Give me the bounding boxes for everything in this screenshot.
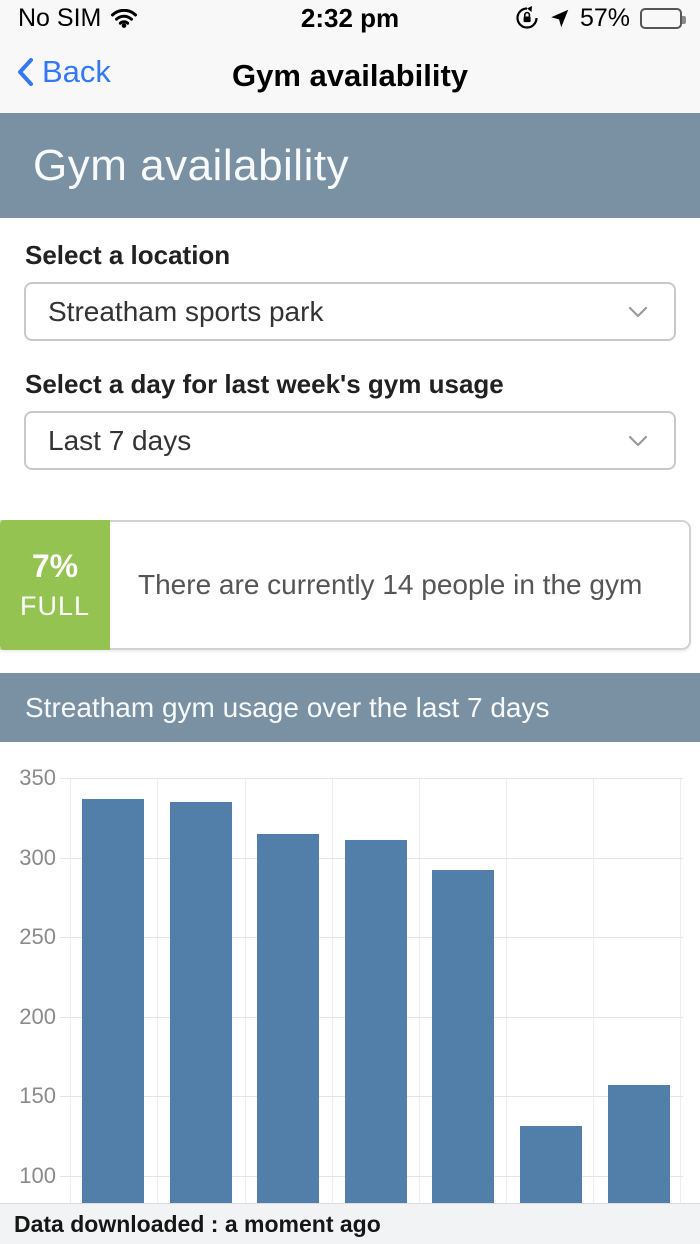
gridline-vertical xyxy=(593,778,594,1203)
y-axis-tick-label: 200 xyxy=(19,1003,56,1029)
bar xyxy=(344,840,407,1203)
gridline-vertical xyxy=(419,778,420,1203)
y-axis-tick-label: 100 xyxy=(19,1162,56,1188)
battery-icon xyxy=(640,7,686,29)
chevron-down-icon xyxy=(628,306,648,318)
location-select[interactable]: Streatham sports park xyxy=(24,282,676,341)
battery-percent-label: 57% xyxy=(579,3,630,32)
chevron-down-icon xyxy=(628,435,648,447)
chart-section-header: Streatham gym usage over the last 7 days xyxy=(0,673,700,742)
page-banner: Gym availability xyxy=(0,113,700,218)
day-select[interactable]: Last 7 days xyxy=(24,411,676,470)
occupancy-percent: 7% xyxy=(31,548,79,584)
occupancy-card: 7% FULL There are currently 14 people in… xyxy=(0,520,691,650)
footer-bar: Data downloaded : a moment ago xyxy=(0,1203,700,1244)
bar xyxy=(169,801,232,1203)
y-axis-tick-label: 300 xyxy=(19,844,56,870)
bar xyxy=(607,1084,670,1203)
chart-section-title: Streatham gym usage over the last 7 days xyxy=(25,691,550,723)
location-select-value: Streatham sports park xyxy=(48,295,324,327)
status-right: 57% xyxy=(515,3,686,33)
back-button[interactable]: Back xyxy=(16,54,111,90)
bar xyxy=(432,870,495,1203)
occupancy-full-label: FULL xyxy=(19,591,91,621)
bar xyxy=(520,1126,582,1203)
rotation-lock-icon xyxy=(515,6,539,30)
carrier-label: No SIM xyxy=(18,3,102,32)
back-label: Back xyxy=(42,54,111,89)
wifi-icon xyxy=(111,8,138,28)
day-label: Select a day for last week's gym usage xyxy=(25,369,504,399)
y-axis-tick-label: 250 xyxy=(19,924,56,949)
gridline-vertical xyxy=(157,778,158,1203)
occupancy-message: There are currently 14 people in the gym xyxy=(138,569,643,600)
location-label: Select a location xyxy=(25,240,231,270)
gridline-vertical xyxy=(332,778,333,1203)
clock: 2:32 pm xyxy=(300,2,400,33)
status-bar: No SIM 2:32 pm xyxy=(0,0,700,36)
nav-title: Gym availability xyxy=(231,58,469,93)
y-axis-tick-label: 350 xyxy=(19,765,56,790)
bar xyxy=(257,833,320,1203)
occupancy-badge: 7% FULL xyxy=(0,520,110,650)
page-title: Gym availability xyxy=(33,140,350,190)
chevron-left-icon xyxy=(16,57,34,87)
gridline-vertical xyxy=(506,778,507,1203)
gridline-vertical xyxy=(245,778,246,1203)
location-arrow-icon xyxy=(549,8,570,29)
gridline-horizontal xyxy=(60,778,683,779)
data-downloaded-status: Data downloaded : a moment ago xyxy=(14,1210,381,1237)
status-left: No SIM xyxy=(18,3,138,33)
bar xyxy=(82,798,144,1203)
nav-bar: Back Gym availability xyxy=(0,36,700,136)
day-select-value: Last 7 days xyxy=(48,424,192,456)
gridline-vertical xyxy=(70,778,71,1203)
y-axis-tick-label: 150 xyxy=(19,1083,56,1108)
bar-chart: 350 300 250 200 150 100 xyxy=(0,742,700,1203)
gridline-vertical xyxy=(680,778,681,1203)
